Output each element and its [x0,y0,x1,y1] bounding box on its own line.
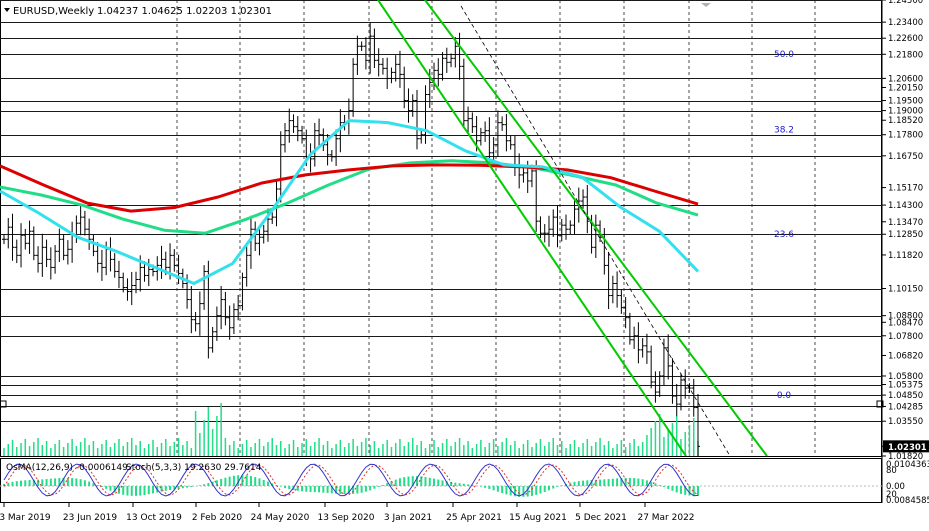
time-tick-label: 24 May 2020 [251,513,310,523]
price-tick-label: 1.16750 [888,152,923,162]
price-tick-label: 1.20150 [888,83,923,93]
price-tick-label: 1.22600 [888,34,923,44]
price-tick-label: 1.20600 [888,74,923,84]
time-tick-label: 23 Jun 2019 [63,513,117,523]
channel-line-upper [424,0,768,456]
channel-line-lower [377,0,687,456]
fibo-level-label: 0.0 [777,391,792,401]
price-tick-label: 1.18520 [888,116,923,126]
price-tick-label: 1.13470 [888,218,923,228]
time-tick-label: 25 Apr 2021 [446,513,502,523]
channel-line-mid [460,5,731,456]
fibo-level-label: 23.6 [774,230,794,240]
oscillator-tick-label: 0.0104363 [886,460,929,470]
time-tick-label: 5 Dec 2021 [575,513,627,523]
ema-red-line [0,163,699,213]
ohlc-values: 1.04237 1.04625 1.02203 1.02301 [97,6,272,17]
price-tick-label: 1.06820 [888,351,923,361]
price-tick-label: 1.07800 [888,332,923,342]
fibo-level-label: 38.2 [774,126,794,136]
volume-bars [3,403,699,456]
main-plot-frame [0,0,882,457]
price-tick-label: 1.24500 [888,0,923,6]
price-tick-label: 1.05800 [888,372,923,382]
stoch-main-line [3,463,699,497]
time-tick-label: 3 Jan 2021 [384,513,432,523]
price-tick-label: 1.21800 [888,50,923,60]
chart-title: EURUSD,Weekly [13,6,94,17]
chart-shift-marker-icon[interactable] [701,3,711,7]
oscillator-tick-label: 20 [886,490,897,500]
oscillator-tick-label: 0.00 [886,482,905,492]
price-tick-label: 1.11820 [888,251,923,261]
price-tick-label: 1.08800 [888,312,923,322]
time-tick-label: 27 Mar 2022 [637,513,694,523]
price-tick-label: 1.17800 [888,131,923,141]
price-tick-label: 1.08470 [888,318,923,328]
price-tick-label: 1.19500 [888,97,923,107]
price-tick-label: 1.12850 [888,230,923,240]
time-tick-label: 15 Aug 2021 [509,513,567,523]
symbol-menu-arrow-icon[interactable] [4,8,10,12]
oscillator-tick-label: 80 [886,466,897,476]
price-tick-label: 1.04850 [888,391,923,401]
price-tick-label: 1.15170 [888,184,923,194]
current-price-badge [883,440,929,453]
time-tick-label: 13 Oct 2019 [126,513,182,523]
indicator-plot-frame [0,458,882,503]
price-tick-label: 1.19000 [888,107,923,117]
moving-averages [0,119,700,285]
oscillator-tick-label: 0.0084585 [886,496,929,506]
horizontal-levels [0,0,882,422]
fibo-labels: 50.0 38.2 23.6 0.0 [774,50,794,401]
stoch-label: Stoch(5,3,3) 19.2630 29.7614 [126,463,262,473]
time-tick-label: 13 Sep 2020 [317,513,374,523]
price-tick-label: 1.05375 [888,381,923,391]
grid-lines [176,0,816,456]
price-tick-label: 1.10150 [888,285,923,295]
ema-cyan-line [0,119,700,285]
time-axis: 3 Mar 2019 23 Jun 2019 13 Oct 2019 2 Feb 20… [0,503,695,523]
time-tick-label: 3 Mar 2019 [0,513,51,523]
time-tick-label: 2 Feb 2020 [192,513,243,523]
left-scroll-handle[interactable] [0,400,7,408]
osma-label: OsMA(12,26,9) -0.0006149 [6,463,128,473]
price-tick-label: 1.01820 [888,452,923,462]
price-tick-label: 1.04285 [888,402,923,412]
current-price-label: 1.02301 [888,443,927,453]
fibo-level-label: 50.0 [774,50,794,60]
price-tick-label: 1.14300 [888,201,923,211]
price-tick-label: 1.03550 [888,417,923,427]
trend-channel [377,0,768,456]
oscillator-panel [0,463,882,497]
price-tick-label: 1.23400 [888,18,923,28]
stoch-signal-line [3,464,699,496]
right-scroll-handle[interactable] [876,400,884,408]
price-axis: 1.24500 1.23400 1.22600 1.21800 1.206001.201… [882,0,929,462]
